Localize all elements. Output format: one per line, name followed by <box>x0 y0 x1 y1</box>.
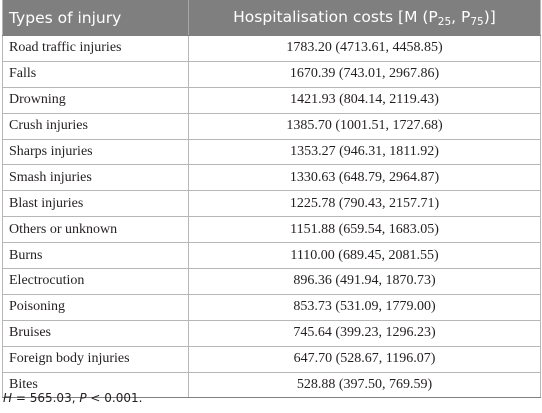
hospitalisation-cost-cell: 1330.63 (648.79, 2964.87) <box>188 164 541 192</box>
table-row: Sharps injuries 1353.27 (946.31, 1811.92) <box>2 139 541 166</box>
table-row: Road traffic injuries 1783.20 (4713.61, 4… <box>2 35 541 62</box>
injury-costs-table: Types of injury Hospitalisation costs [M… <box>2 0 541 399</box>
table-row: Foreign body injuries 647.70 (528.67, 119… <box>2 346 541 373</box>
injury-type-cell: Falls <box>2 61 189 88</box>
hospitalisation-cost-cell: 1225.78 (790.43, 2157.71) <box>188 190 541 218</box>
hospitalisation-cost-cell: 1151.88 (659.54, 1683.05) <box>188 216 541 244</box>
header-row: Types of injury Hospitalisation costs [M… <box>2 0 541 36</box>
table-row: Others or unknown 1151.88 (659.54, 1683.0… <box>2 216 541 244</box>
header-cost-sub-p25: 25 <box>437 15 452 28</box>
table-row: Bites 528.88 (397.50, 769.59) <box>2 372 541 399</box>
injury-type-cell: Road traffic injuries <box>2 35 189 62</box>
hospitalisation-cost-cell: 1670.39 (743.01, 2967.86) <box>188 61 541 88</box>
injury-type-cell: Blast injuries <box>2 190 189 218</box>
hospitalisation-cost-cell: 1385.70 (1001.51, 1727.68) <box>188 113 541 140</box>
injury-type-cell: Burns <box>2 242 189 270</box>
table-row: Blast injuries 1225.78 (790.43, 2157.71) <box>2 190 541 218</box>
table-row: Drowning 1421.93 (804.14, 2119.43) <box>2 87 541 114</box>
hospitalisation-cost-cell: 1783.20 (4713.61, 4458.85) <box>188 35 541 62</box>
injury-type-cell: Smash injuries <box>2 164 189 192</box>
table-row: Burns 1110.00 (689.45, 2081.55) <box>2 242 541 270</box>
injury-type-cell: Crush injuries <box>2 113 189 140</box>
injury-type-cell: Others or unknown <box>2 216 189 244</box>
table-row: Bruises 745.64 (399.23, 1296.23) <box>2 320 541 347</box>
header-cost-mid: , P <box>451 7 471 26</box>
hospitalisation-cost-cell: 896.36 (491.94, 1870.73) <box>188 268 541 295</box>
injury-type-cell: Bruises <box>2 320 189 347</box>
footnote-p-value: < 0.001. <box>86 391 143 405</box>
header-cost-sub-p75: 75 <box>470 15 484 28</box>
header-hospitalisation-costs: Hospitalisation costs [M (P25, P75)] <box>188 0 541 36</box>
table-row: Electrocution 896.36 (491.94, 1870.73) <box>2 268 541 295</box>
footnote-p-label: P <box>79 391 87 405</box>
header-cost-suffix: )] <box>483 7 496 26</box>
injury-type-cell: Electrocution <box>2 268 189 295</box>
table-body: Road traffic injuries 1783.20 (4713.61, 4… <box>2 35 541 399</box>
header-types-of-injury: Types of injury <box>2 0 189 36</box>
hospitalisation-cost-cell: 745.64 (399.23, 1296.23) <box>188 320 541 347</box>
table-row: Falls 1670.39 (743.01, 2967.86) <box>2 61 541 88</box>
hospitalisation-cost-cell: 647.70 (528.67, 1196.07) <box>188 346 541 373</box>
table-row: Smash injuries 1330.63 (648.79, 2964.87) <box>2 164 541 192</box>
injury-type-cell: Bites <box>2 372 189 399</box>
injury-type-cell: Sharps injuries <box>2 139 189 166</box>
hospitalisation-cost-cell: 528.88 (397.50, 769.59) <box>188 372 541 399</box>
injury-type-cell: Poisoning <box>2 294 189 321</box>
hospitalisation-cost-cell: 1353.27 (946.31, 1811.92) <box>188 139 541 166</box>
hospitalisation-cost-cell: 1110.00 (689.45, 2081.55) <box>188 242 541 270</box>
table-header: Types of injury Hospitalisation costs [M… <box>2 0 541 36</box>
footnote-h-label: H <box>3 391 13 405</box>
footnote: H = 565.03, P < 0.001. <box>3 391 142 405</box>
table-row: Crush injuries 1385.70 (1001.51, 1727.68) <box>2 113 541 140</box>
header-cost-prefix: Hospitalisation costs [M (P <box>233 7 438 26</box>
footnote-h-value: = 565.03, <box>12 391 80 405</box>
injury-type-cell: Foreign body injuries <box>2 346 189 373</box>
hospitalisation-cost-cell: 853.73 (531.09, 1779.00) <box>188 294 541 321</box>
hospitalisation-cost-cell: 1421.93 (804.14, 2119.43) <box>188 87 541 114</box>
injury-type-cell: Drowning <box>2 87 189 114</box>
table-row: Poisoning 853.73 (531.09, 1779.00) <box>2 294 541 321</box>
